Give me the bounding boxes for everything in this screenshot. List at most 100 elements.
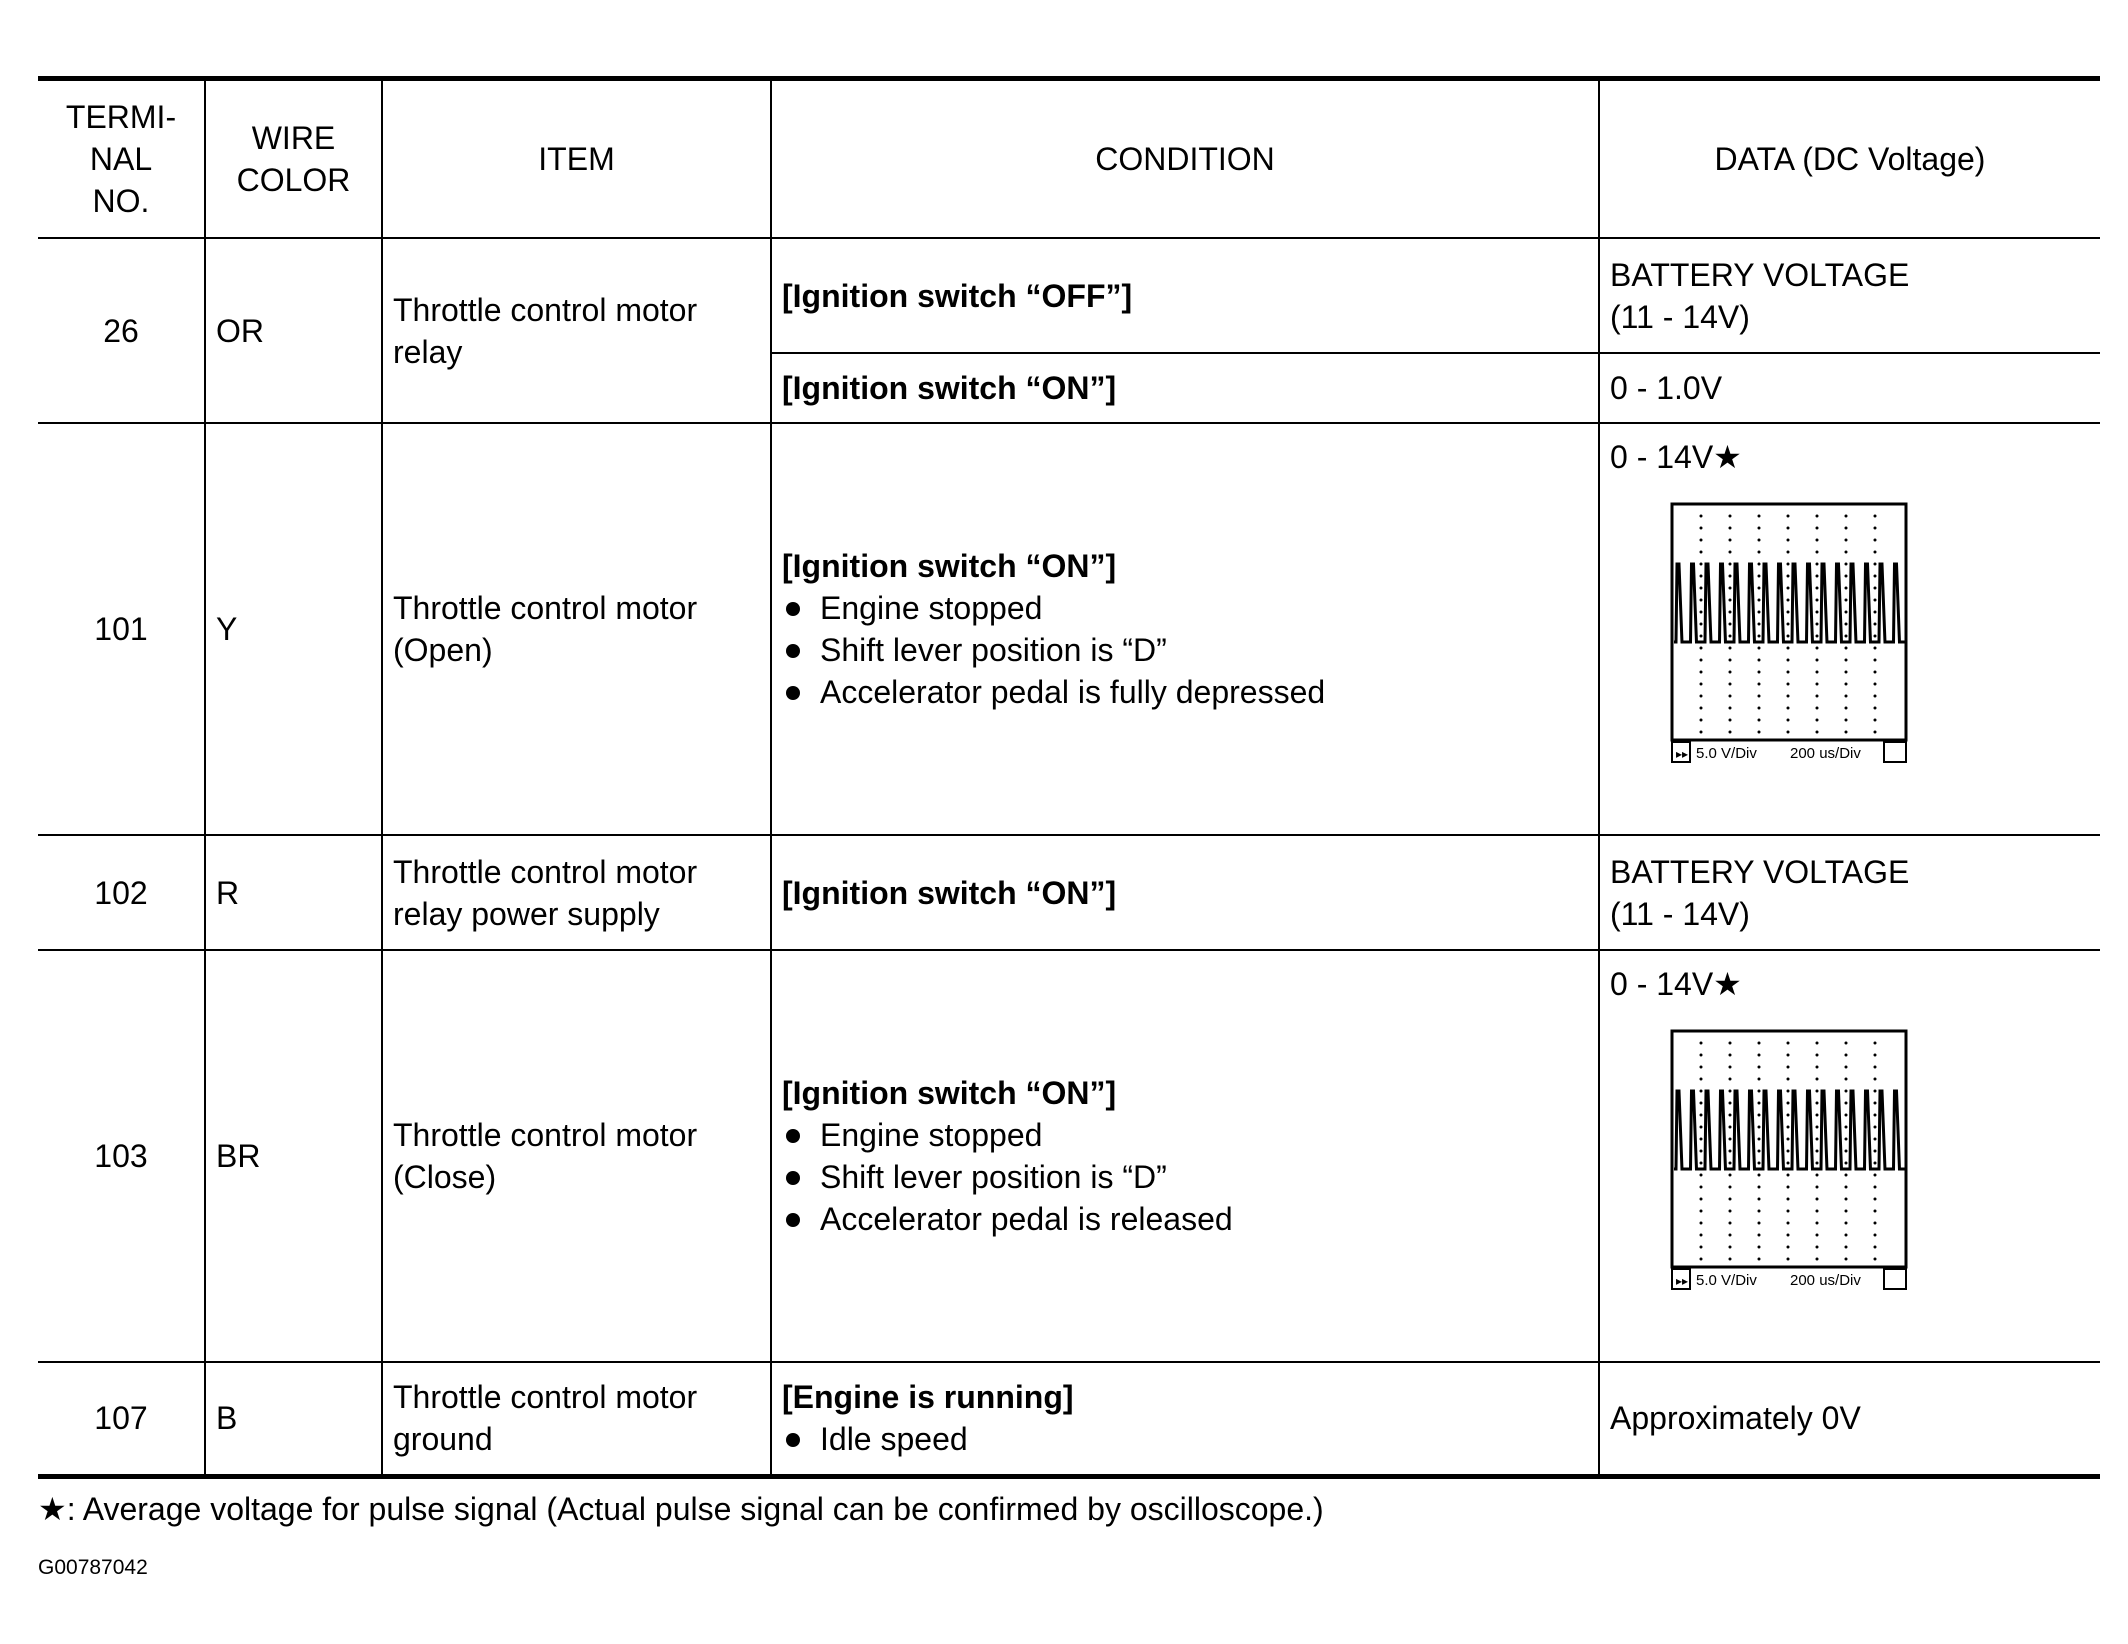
- grid-dot: [1757, 1245, 1761, 1249]
- time-per-div: 200 us/Div: [1790, 1272, 1861, 1289]
- wire-color: R: [204, 834, 383, 951]
- trigger-icon-glyph: ▸▸: [1676, 747, 1688, 761]
- grid-dot: [1873, 670, 1877, 674]
- grid-dot: [1844, 1245, 1848, 1249]
- grid-dot: [1786, 586, 1790, 590]
- grid-dot: [1815, 1125, 1819, 1129]
- grid-dot: [1844, 514, 1848, 518]
- grid-dot: [1815, 538, 1819, 542]
- grid-dot: [1873, 550, 1877, 554]
- grid-dot: [1873, 1161, 1877, 1165]
- grid-dot: [1786, 670, 1790, 674]
- terminal-no: 26: [38, 237, 206, 424]
- rising-edge-icon: [1883, 741, 1907, 763]
- grid-dot: [1844, 1125, 1848, 1129]
- grid-dot: [1728, 622, 1732, 626]
- grid-dot: [1873, 1173, 1877, 1177]
- grid-dot: [1786, 514, 1790, 518]
- grid-dot: [1786, 1149, 1790, 1153]
- grid-dot: [1757, 562, 1761, 566]
- grid-dot: [1873, 706, 1877, 710]
- item: Throttle control motor ground: [381, 1361, 772, 1477]
- grid-dot: [1873, 1101, 1877, 1105]
- grid-dot: [1728, 670, 1732, 674]
- grid-dot: [1873, 526, 1877, 530]
- list-item: Accelerator pedal is fully depressed: [782, 671, 1588, 713]
- grid-dot: [1699, 1077, 1703, 1081]
- item: Throttle control motor (Close): [381, 949, 772, 1363]
- grid-dot: [1757, 1065, 1761, 1069]
- grid-dot: [1844, 1101, 1848, 1105]
- grid-dot: [1844, 1209, 1848, 1213]
- grid-dot: [1786, 1233, 1790, 1237]
- grid-dot: [1873, 598, 1877, 602]
- grid-dot: [1844, 646, 1848, 650]
- grid-dot: [1699, 1113, 1703, 1117]
- grid-dot: [1844, 1185, 1848, 1189]
- data-value: 0 - 14V★: [1610, 966, 1742, 1002]
- grid-dot: [1728, 1125, 1732, 1129]
- grid-dot: [1786, 1077, 1790, 1081]
- grid-dot: [1728, 1101, 1732, 1105]
- grid-dot: [1757, 538, 1761, 542]
- grid-dot: [1699, 694, 1703, 698]
- wire-color: Y: [204, 422, 383, 836]
- grid-dot: [1844, 1089, 1848, 1093]
- condition-list: Idle speed: [782, 1418, 1588, 1460]
- condition-title: [Engine is running]: [782, 1379, 1074, 1416]
- wire-color: BR: [204, 949, 383, 1363]
- grid-dot: [1844, 1137, 1848, 1141]
- grid-dot: [1815, 1209, 1819, 1213]
- grid-dot: [1873, 682, 1877, 686]
- grid-dot: [1786, 694, 1790, 698]
- grid-dot: [1815, 1101, 1819, 1105]
- grid-dot: [1699, 1149, 1703, 1153]
- grid-dot: [1815, 550, 1819, 554]
- grid-dot: [1699, 1221, 1703, 1225]
- data-value: 0 - 1.0V: [1598, 352, 2100, 424]
- grid-dot: [1728, 682, 1732, 686]
- condition: [Ignition switch “ON”] Engine stopped Sh…: [770, 422, 1600, 836]
- grid-dot: [1786, 1245, 1790, 1249]
- condition-title: [Ignition switch “ON”]: [782, 1075, 1117, 1111]
- grid-dot: [1757, 1041, 1761, 1045]
- grid-dot: [1873, 1125, 1877, 1129]
- header-item: ITEM: [381, 77, 772, 239]
- rising-edge-icon: [1883, 1268, 1907, 1290]
- data-cell: 0 - 14V★ ▸▸ 5.0 V/Div 200 us/Div: [1598, 422, 2100, 836]
- grid-dot: [1815, 1065, 1819, 1069]
- grid-dot: [1786, 610, 1790, 614]
- grid-dot: [1844, 1221, 1848, 1225]
- trigger-icon: [1671, 741, 1691, 763]
- grid-dot: [1786, 562, 1790, 566]
- grid-dot: [1699, 1041, 1703, 1045]
- condition: [Ignition switch “ON”]: [770, 834, 1600, 951]
- condition-list: Engine stopped Shift lever position is “…: [782, 587, 1588, 713]
- grid-dot: [1699, 1161, 1703, 1165]
- grid-dot: [1815, 1053, 1819, 1057]
- time-per-div: 200 us/Div: [1790, 745, 1861, 762]
- grid-dot: [1815, 1161, 1819, 1165]
- condition: [Engine is running] Idle speed: [770, 1361, 1600, 1477]
- grid-dot: [1844, 1041, 1848, 1045]
- terminal-no: 102: [38, 834, 206, 951]
- grid-dot: [1728, 1065, 1732, 1069]
- grid-dot: [1873, 1233, 1877, 1237]
- grid-dot: [1699, 718, 1703, 722]
- condition-title: [Ignition switch “ON”]: [782, 548, 1117, 584]
- grid-dot: [1844, 586, 1848, 590]
- grid-dot: [1728, 1197, 1732, 1201]
- header-wire-color: WIRE COLOR: [204, 77, 383, 239]
- grid-dot: [1786, 646, 1790, 650]
- grid-dot: [1786, 538, 1790, 542]
- grid-dot: [1728, 562, 1732, 566]
- grid-dot: [1728, 514, 1732, 518]
- grid-dot: [1873, 1053, 1877, 1057]
- grid-dot: [1844, 550, 1848, 554]
- grid-dot: [1757, 1257, 1761, 1261]
- grid-dot: [1728, 1149, 1732, 1153]
- table-row: 107 B Throttle control motor ground [Eng…: [38, 1361, 2100, 1477]
- grid-dot: [1873, 1041, 1877, 1045]
- grid-dot: [1757, 1113, 1761, 1117]
- grid-dot: [1757, 1173, 1761, 1177]
